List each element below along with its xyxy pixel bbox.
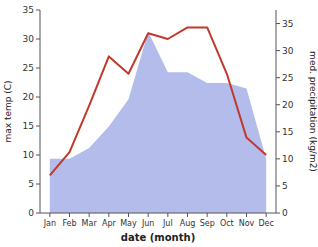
x-tick-label: Dec [258,219,273,228]
x-tick [148,213,149,217]
y2-tick-label: 25 [282,73,293,83]
x-tick [207,213,208,217]
x-tick-label: Mar [82,219,98,228]
y2-tick [276,23,280,24]
y-tick [36,68,40,69]
y2-tick-label: 20 [282,100,294,110]
y2-tick-label: 10 [282,154,294,164]
y-tick-label: 25 [23,63,34,73]
y-tick-label: 30 [23,34,35,44]
y-tick-label: 35 [23,5,34,15]
y2-tick [276,50,280,51]
x-tick [89,213,90,217]
y2-tick [276,158,280,159]
y2-axis-label: med. precipitation (kg/m2) [308,51,318,172]
x-tick-label: Nov [239,219,255,228]
y-tick [36,155,40,156]
x-tick [226,213,227,217]
y-tick-label: 0 [28,208,34,218]
x-tick-label: Oct [220,219,234,228]
y2-tick [276,104,280,105]
x-tick [128,213,129,217]
x-axis-line [40,213,276,214]
y-tick-label: 15 [23,121,34,131]
x-tick-label: Jun [141,219,155,228]
y-axis-label: max temp (C) [3,80,13,142]
y2-tick-label: 0 [282,208,288,218]
x-tick-label: Sep [200,219,215,228]
y-tick-label: 5 [28,179,34,189]
y-tick [36,184,40,185]
x-axis-label: date (month) [121,232,195,243]
y2-tick [276,131,280,132]
temperature-line [50,27,266,175]
y-tick [36,213,40,214]
y2-tick-label: 15 [282,127,293,137]
x-tick [69,213,70,217]
chart: 0 5 10 15 20 25 30 35 0 5 10 15 20 25 30 35 Jan Feb Mar Apr… [0,0,318,247]
plot-area [50,27,266,213]
x-tick [49,213,50,217]
y-tick [36,126,40,127]
y-tick [36,39,40,40]
y-axis-line [40,10,41,213]
y2-tick [276,77,280,78]
x-tick-label: May [120,219,137,228]
x-tick-label: Jul [162,219,173,228]
y-tick-label: 20 [23,92,35,102]
y2-axis-line [276,10,277,213]
y-tick-label: 10 [23,150,35,160]
y2-tick-label: 30 [282,46,294,56]
x-tick [246,213,247,217]
x-tick [266,213,267,217]
x-tick [167,213,168,217]
x-tick-label: Apr [102,219,117,228]
y2-tick [276,185,280,186]
chart-container: 0 5 10 15 20 25 30 35 0 5 10 15 20 25 30 35 Jan Feb Mar Apr… [0,0,318,247]
y-tick [36,10,40,11]
y2-tick-label: 5 [282,181,288,191]
y2-tick-label: 35 [282,19,293,29]
x-tick-label: Aug [180,219,196,228]
x-tick-label: Feb [62,219,76,228]
y2-tick [276,213,280,214]
x-tick [108,213,109,217]
x-tick [187,213,188,217]
x-tick-label: Jan [43,219,56,228]
y-tick [36,97,40,98]
